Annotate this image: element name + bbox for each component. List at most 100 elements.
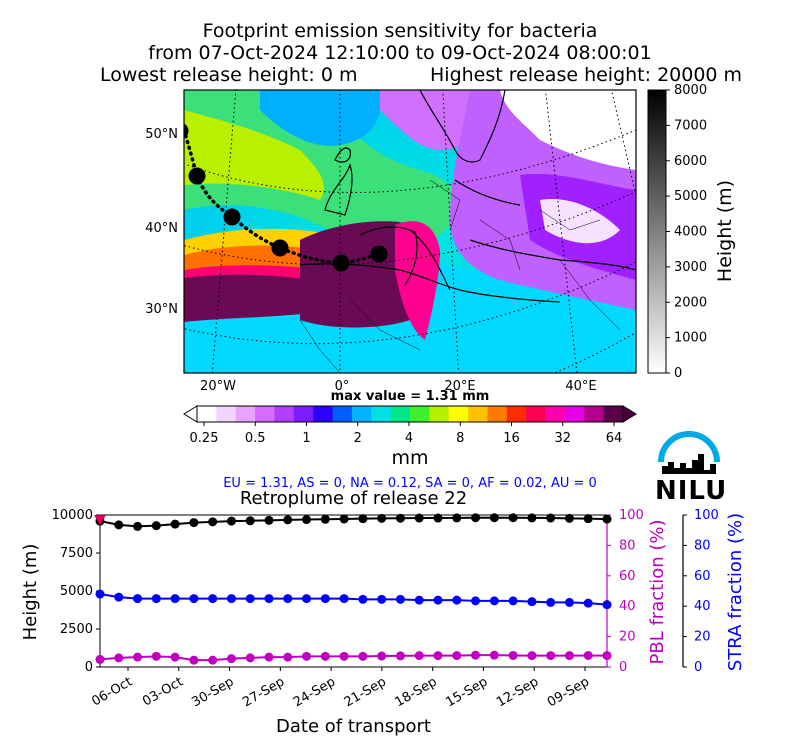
- lon-label: 20°E: [444, 379, 475, 394]
- colorbar-cell: [429, 406, 450, 422]
- series-line: [99, 593, 608, 606]
- region-summary: EU = 1.31, AS = 0, NA = 0.12, SA = 0, AF…: [223, 476, 597, 491]
- series-point: [114, 520, 124, 530]
- series-point: [602, 651, 612, 661]
- series-point: [226, 594, 236, 604]
- x-tick-label: 21-Sep: [342, 674, 389, 710]
- colorbar-cell: [468, 406, 488, 422]
- pbl-axis-label: PBL fraction (%): [647, 520, 668, 665]
- series-point: [170, 519, 180, 529]
- x-tick-label: 03-Oct: [140, 674, 186, 709]
- series-point: [245, 594, 255, 604]
- series-point: [189, 594, 199, 604]
- series-point: [245, 653, 255, 663]
- stra-tick-label: 80: [694, 538, 711, 553]
- series-point: [395, 513, 405, 523]
- sensitivity-colorbar: 0.25 0.5 1 2 4 8 16 32 64: [183, 405, 637, 446]
- series-point: [302, 515, 312, 525]
- nilu-logo-text: NILU: [655, 476, 728, 506]
- height-colorbar-tick-label: 7000: [674, 118, 707, 133]
- colorbar-cell: [526, 406, 547, 422]
- series-point: [358, 594, 368, 604]
- series-point: [433, 595, 443, 605]
- lat-label: 40°N: [145, 221, 178, 236]
- colorbar-cell: [293, 406, 314, 422]
- colorbar-cell: [545, 406, 566, 422]
- series-point: [320, 514, 330, 524]
- series-point: [95, 654, 105, 664]
- series-point: [208, 594, 218, 604]
- x-tick-label: 18-Sep: [393, 674, 440, 710]
- colorbar-tick-label: 16: [503, 431, 520, 446]
- height-colorbar-tick-label: 6000: [674, 154, 707, 169]
- series-point: [302, 651, 312, 661]
- x-tick-label: 12-Sep: [494, 674, 541, 710]
- series-point: [151, 651, 161, 661]
- series-point: [452, 651, 462, 661]
- pbl-tick-label: 40: [619, 599, 636, 614]
- release-marker: [94, 515, 106, 526]
- series-point: [226, 654, 236, 664]
- colorbar-tick-label: 1: [302, 431, 310, 446]
- colorbar-tick-label: 2: [354, 431, 362, 446]
- colorbar-tick-label: 32: [554, 431, 571, 446]
- trajectory-point: [188, 167, 206, 185]
- colorbar-tick-label: 64: [606, 431, 623, 446]
- trajectory-point: [223, 208, 241, 226]
- series-point: [508, 596, 518, 606]
- stra-tick-label: 0: [694, 660, 702, 675]
- series-point: [527, 651, 537, 661]
- stra-tick-label: 20: [694, 630, 711, 645]
- series-point: [602, 600, 612, 610]
- pbl-tick-label: 60: [619, 569, 636, 584]
- lat-label: 50°N: [145, 127, 178, 142]
- colorbar-unit-label: mm: [391, 447, 429, 469]
- series-point: [546, 651, 556, 661]
- colorbar-cell: [603, 406, 624, 422]
- colorbar-tick-label: 0.5: [245, 431, 266, 446]
- series-point: [133, 652, 143, 662]
- height-tick-label: 5000: [60, 584, 93, 599]
- series-point: [339, 594, 349, 604]
- colorbar-cell: [487, 406, 508, 422]
- series-point: [527, 597, 537, 607]
- x-tick-label: 27-Sep: [240, 674, 287, 710]
- x-axis-label: Date of transport: [276, 716, 431, 737]
- series-point: [583, 650, 593, 660]
- series-point: [189, 518, 199, 528]
- lon-label: 0°: [335, 379, 350, 394]
- height-tick-label: 7500: [60, 546, 93, 561]
- series-point: [508, 513, 518, 523]
- colorbar-cell: [313, 406, 334, 422]
- footprint-map: [184, 90, 636, 373]
- series-point: [546, 597, 556, 607]
- series-point: [414, 651, 424, 661]
- series-point: [489, 596, 499, 606]
- colorbar-tick-label: 4: [405, 431, 413, 446]
- series-point: [583, 598, 593, 608]
- colorbar-cell: [390, 406, 411, 422]
- series-point: [564, 597, 574, 607]
- series-point: [471, 596, 481, 606]
- series-line: [99, 516, 608, 528]
- lat-label: 30°N: [145, 302, 178, 317]
- series-point: [358, 651, 368, 661]
- height-colorbar: 8000 7000 6000 5000 4000 3000 2000 1000 0 Height…: [647, 83, 736, 381]
- series-point: [302, 594, 312, 604]
- lowest-release-label: Lowest release height: 0 m: [100, 64, 358, 86]
- series-point: [602, 514, 612, 524]
- series-point: [151, 594, 161, 604]
- series-point: [189, 655, 199, 665]
- series-line: [99, 654, 608, 662]
- series-point: [508, 650, 518, 660]
- colorbar-cell: [371, 406, 392, 422]
- series-point: [245, 516, 255, 526]
- lon-label: 20°W: [200, 379, 236, 394]
- series-point: [95, 589, 105, 599]
- series-point: [114, 653, 124, 663]
- series-point: [564, 651, 574, 661]
- series-point: [583, 514, 593, 524]
- series-point: [133, 594, 143, 604]
- series-point: [527, 513, 537, 523]
